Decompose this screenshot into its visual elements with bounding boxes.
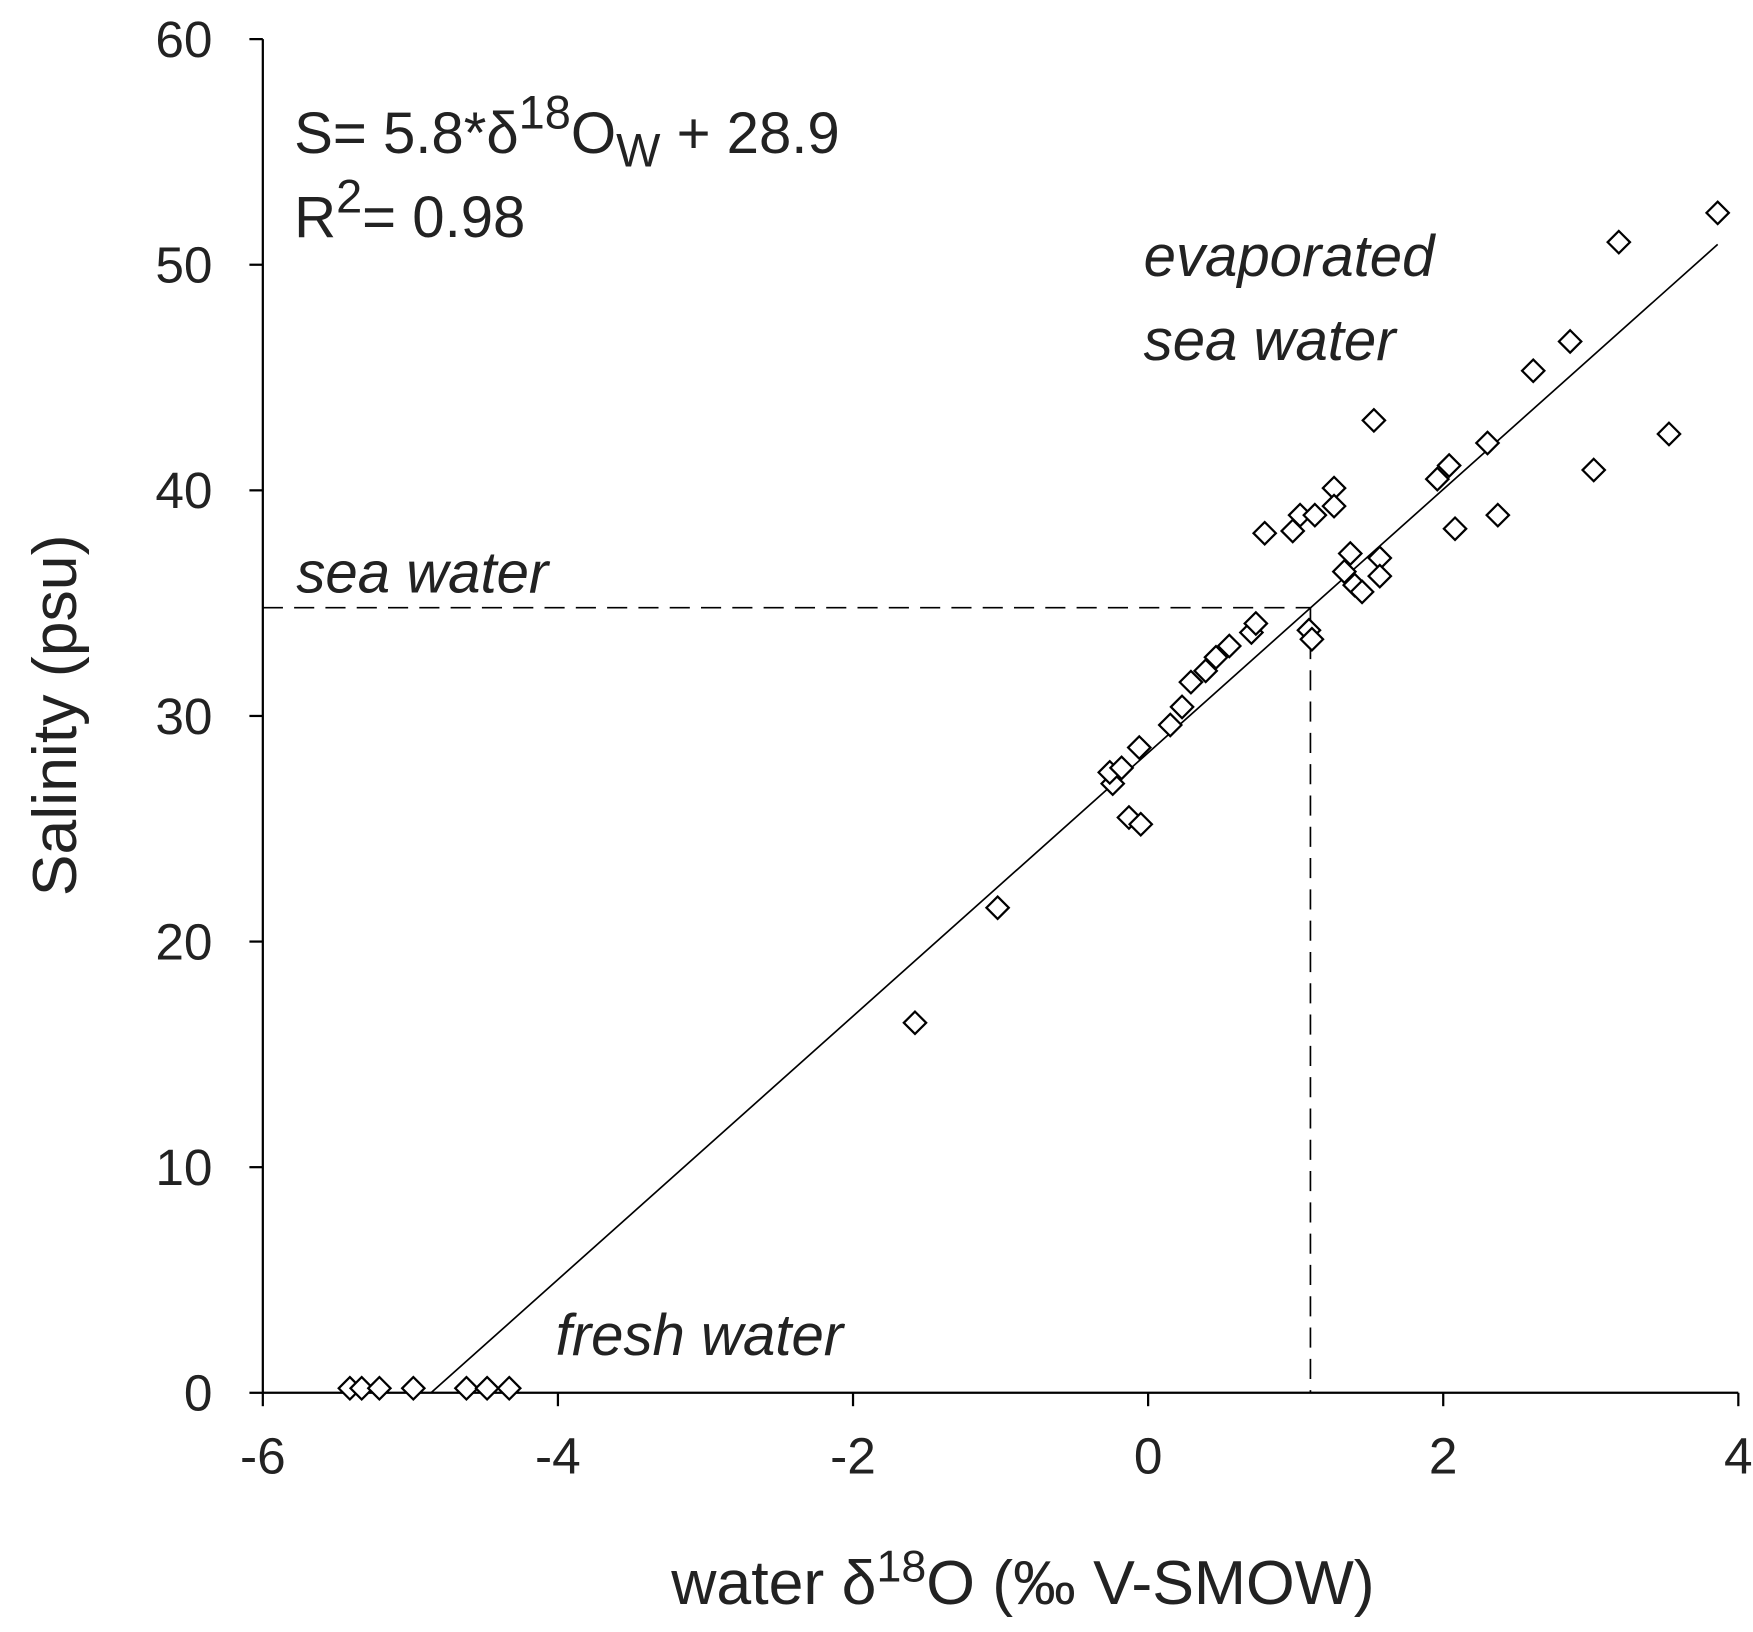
eq-part: S= 5.8*δ [294,101,519,166]
y-tick-label: 30 [155,687,212,745]
point [1108,755,1135,781]
point [1216,633,1243,659]
x-title-sup: 18 [876,1543,926,1592]
point [1251,520,1278,546]
point [1557,328,1583,355]
fresh-water-label: fresh water [556,1303,846,1368]
point [1606,229,1632,255]
point [366,1375,393,1402]
point [1349,579,1375,605]
point [1178,669,1204,695]
point [1656,421,1682,447]
point [1367,563,1393,589]
x-title-part: water δ [670,1548,876,1618]
point [1337,540,1364,567]
point [1436,452,1462,479]
point [1361,407,1387,434]
point [1580,457,1607,483]
point [1424,466,1451,492]
x-tick-label: -6 [240,1426,286,1484]
y-tick-label: 40 [155,461,212,519]
x-title-part: O (‰ V-SMOW) [926,1548,1374,1618]
point [1126,734,1153,761]
x-tick-label: -2 [830,1426,876,1484]
point [1169,694,1195,720]
y-axis-title: Salinity (psu) [20,535,90,897]
y-tick-label: 10 [155,1138,212,1196]
fit-line [430,243,1719,1394]
x-axis-title: water δ18O (‰ V-SMOW) [670,1543,1374,1618]
equation: S= 5.8*δ18OW + 28.9 [294,87,840,177]
point [400,1375,427,1402]
sea-water-label: sea water [296,540,551,605]
x-tick-label: -4 [535,1426,581,1484]
point [1485,502,1511,528]
y-tick-label: 50 [155,236,212,294]
x-tick-label: 2 [1429,1426,1458,1484]
point [348,1375,375,1402]
point [1127,811,1154,838]
point [1243,610,1269,637]
y-tick-label: 60 [155,10,212,68]
r2-part: = 0.98 [362,185,525,250]
point [496,1375,522,1402]
point [902,1010,928,1036]
point [1157,712,1184,738]
eq-sub: W [616,125,661,177]
point [1299,626,1325,653]
eq-part: O [571,101,616,166]
eq-sup: 18 [519,87,571,139]
eq-part: + 28.9 [660,101,839,166]
r2-sup: 2 [336,170,362,222]
point [474,1375,500,1402]
point [1520,358,1546,384]
r2: R2= 0.98 [294,170,525,250]
y-tick-label: 0 [184,1364,213,1422]
x-tick-label: 4 [1724,1426,1753,1484]
point [1302,502,1328,528]
point [453,1375,480,1402]
point [1704,200,1731,226]
x-tick-label: 0 [1134,1426,1163,1484]
y-tick-label: 20 [155,912,212,970]
evaporated-label: sea water [1144,308,1399,373]
r2-part: R [294,185,336,250]
evaporated-label: evaporated [1144,224,1436,289]
point [984,894,1011,921]
point [1321,493,1347,519]
point [1203,644,1229,671]
point [1442,515,1468,542]
point [1474,430,1501,456]
